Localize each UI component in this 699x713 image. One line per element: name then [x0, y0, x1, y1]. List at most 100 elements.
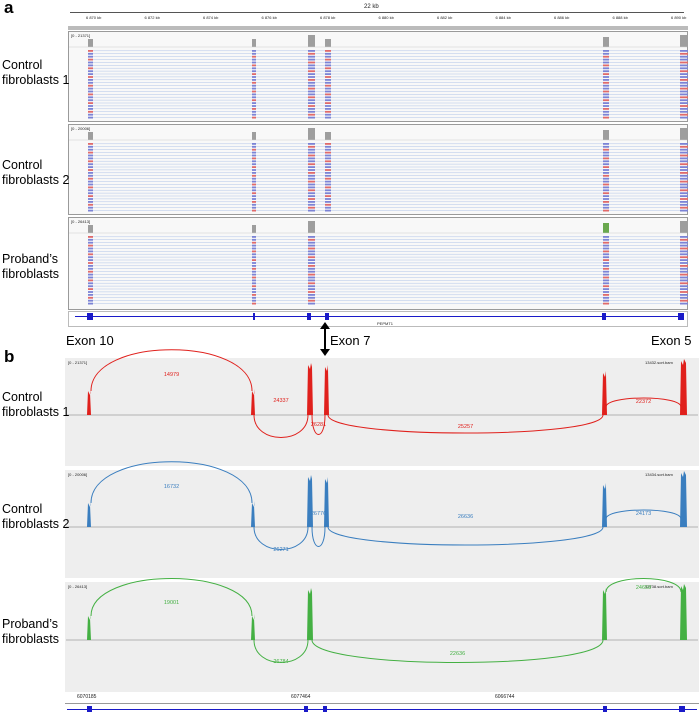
- read-block: [88, 236, 93, 238]
- read-block: [88, 244, 93, 247]
- read-block: [252, 247, 256, 250]
- coverage-peak: [252, 225, 256, 233]
- read-block: [88, 203, 93, 206]
- read-block: [325, 177, 331, 180]
- read-block: [680, 250, 688, 253]
- read-block: [252, 163, 256, 166]
- tick-label: 6 890 kb: [671, 15, 687, 20]
- read-block: [88, 282, 93, 285]
- read-block: [308, 61, 315, 64]
- coverage-peak: [324, 365, 329, 415]
- scale-label: 22 kb: [364, 4, 379, 10]
- read-block: [603, 58, 609, 61]
- read-block: [603, 279, 609, 282]
- read-block: [88, 116, 93, 119]
- read-block: [88, 67, 93, 70]
- read-block: [603, 209, 609, 212]
- coverage-peak: [308, 35, 315, 47]
- read-block: [88, 299, 93, 302]
- read-block: [88, 294, 93, 296]
- read-block: [603, 195, 609, 197]
- read-block: [252, 70, 256, 73]
- read-block: [88, 189, 93, 192]
- read-block: [88, 166, 93, 168]
- read-block: [603, 180, 609, 183]
- read-block: [252, 174, 256, 177]
- read-block: [680, 90, 688, 93]
- exon-5-block: [678, 313, 684, 320]
- read-block: [308, 238, 315, 241]
- read-block: [680, 265, 688, 267]
- read-block: [308, 113, 315, 116]
- tick-label: 6 882 kb: [437, 15, 453, 20]
- coverage-peak: [88, 132, 93, 140]
- read-block: [603, 79, 609, 81]
- read-block: [88, 160, 93, 163]
- read-block: [680, 116, 688, 119]
- read-block: [603, 201, 609, 203]
- read-block: [308, 99, 315, 102]
- read-block: [252, 276, 256, 279]
- read-block: [88, 73, 93, 75]
- read-block: [680, 291, 688, 293]
- read-block: [680, 238, 688, 241]
- track-a3-range: [0 - 26413]: [71, 219, 91, 224]
- read-block: [603, 291, 609, 293]
- read-block: [680, 262, 688, 264]
- read-block: [252, 160, 256, 163]
- read-block: [252, 206, 256, 209]
- read-block: [308, 148, 315, 151]
- read-block: [325, 143, 331, 145]
- read-block: [325, 76, 331, 78]
- read-block: [325, 79, 331, 81]
- read-block: [252, 108, 256, 110]
- exon-6-block: [602, 313, 606, 320]
- read-block: [88, 61, 93, 64]
- scale-line: [70, 12, 684, 13]
- read-block: [308, 183, 315, 186]
- read-block: [680, 294, 688, 296]
- read-block: [308, 116, 315, 119]
- read-block: [252, 90, 256, 93]
- read-block: [88, 145, 93, 148]
- read-block: [308, 67, 315, 70]
- read-block: [603, 87, 609, 90]
- read-block: [325, 183, 331, 186]
- read-block: [88, 148, 93, 151]
- coverage-peak: [602, 483, 607, 527]
- read-block: [603, 105, 609, 107]
- read-block: [88, 177, 93, 180]
- read-block: [308, 52, 315, 55]
- read-block: [252, 143, 256, 145]
- read-block: [680, 276, 688, 279]
- read-block: [603, 236, 609, 238]
- read-block: [88, 180, 93, 183]
- junction-count: 24173: [636, 511, 651, 517]
- track-a1-label: Control fibroblasts 1: [2, 58, 70, 87]
- tick-label: 6 876 kb: [261, 15, 277, 20]
- read-block: [325, 61, 331, 64]
- read-block: [88, 99, 93, 102]
- read-block: [308, 70, 315, 73]
- read-block: [680, 84, 688, 87]
- junction-arc: [90, 578, 253, 617]
- read-block: [252, 52, 256, 55]
- read-block: [308, 291, 315, 293]
- junction-arc: [253, 414, 309, 438]
- read-block: [252, 198, 256, 200]
- read-block: [680, 108, 688, 110]
- junction-arc: [605, 509, 682, 520]
- track-b1-file: 13432.sort.bam: [645, 360, 673, 365]
- read-block: [308, 296, 315, 299]
- read-block: [252, 262, 256, 264]
- read-block: [308, 151, 315, 154]
- read-block: [88, 183, 93, 186]
- read-block: [308, 79, 315, 81]
- read-block: [603, 296, 609, 299]
- read-block: [680, 241, 688, 244]
- tick-label: 6 872 kb: [144, 15, 160, 20]
- read-block: [680, 151, 688, 154]
- coverage-peak: [88, 39, 93, 47]
- tick-label: 6 870 kb: [86, 15, 102, 20]
- read-block: [308, 64, 315, 67]
